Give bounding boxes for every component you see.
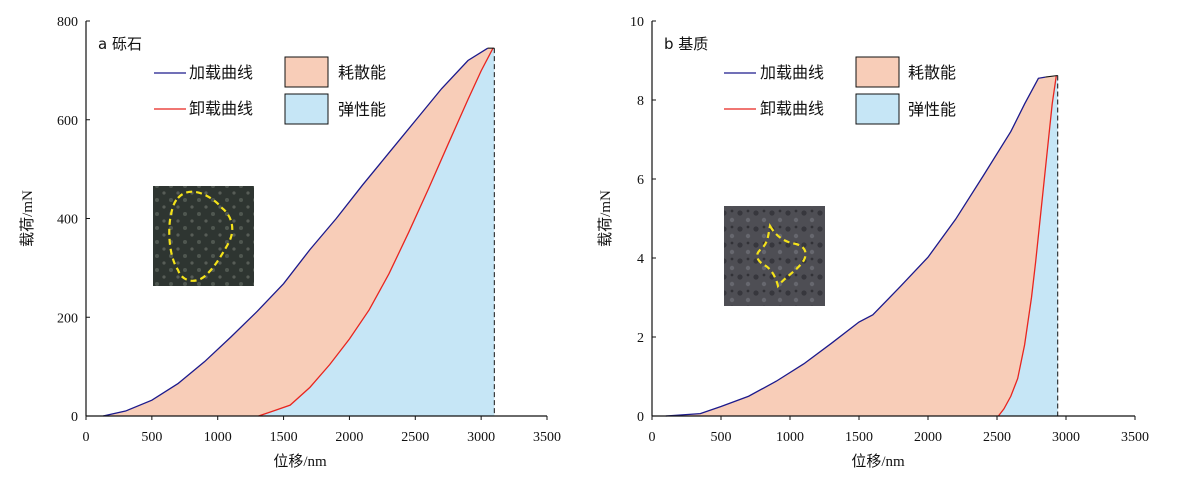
plot-area-b: 0 500 1000 1500 2000 2500 3000 3500 0 2 4 6 8 10 位移/nm…	[597, 15, 1149, 470]
legend-label-unloading-b: 卸载曲线	[760, 99, 824, 118]
y-tick-label: 2	[637, 331, 644, 346]
region-elastic-energy	[258, 48, 495, 416]
x-tick-label: 3000	[1052, 430, 1080, 445]
chart-panel-a: 0 500 1000 1500 2000 2500 3000 3500 0 200 400 600 80…	[19, 15, 561, 470]
region-dissipated-energy	[103, 48, 493, 416]
y-tick-label: 800	[57, 15, 78, 30]
chart-panel-b: 0 500 1000 1500 2000 2500 3000 3500 0 2 4 6 8 10 位移/nm…	[597, 15, 1149, 470]
legend-a: 加载曲线 卸载曲线 耗散能 弹性能	[154, 56, 386, 125]
legend-label-elastic-a: 弹性能	[338, 100, 386, 119]
x-tick-label: 500	[711, 430, 732, 445]
inset-photo-b-texture	[724, 206, 825, 306]
y-tick-label: 400	[57, 213, 78, 228]
legend-swatch-elastic-b	[855, 93, 900, 125]
y-tick-label: 4	[637, 252, 644, 267]
unloading-curve	[258, 47, 494, 417]
x-tick-label: 3500	[533, 430, 561, 445]
x-tick-label: 1500	[845, 430, 873, 445]
x-tick-label: 2000	[335, 430, 363, 445]
legend-label-unloading-a: 卸载曲线	[189, 99, 253, 118]
unloading-curve	[997, 75, 1057, 417]
legend-label-dissipated-a: 耗散能	[338, 63, 386, 82]
legend-b: 加载曲线 卸载曲线 耗散能 弹性能	[724, 56, 956, 125]
x-tick-label: 0	[649, 430, 656, 445]
loading-curve	[102, 47, 489, 417]
y-tick-label: 0	[637, 410, 644, 425]
plot-area-a: 0 500 1000 1500 2000 2500 3000 3500 0 200 400 600 80…	[19, 15, 561, 470]
x-axis-title: 位移/nm	[851, 453, 905, 470]
x-tick-label: 3000	[467, 430, 495, 445]
y-axis-title: 载荷/mN	[597, 190, 614, 247]
legend-label-loading-a: 加载曲线	[189, 63, 253, 82]
region-dissipated-energy	[665, 75, 1057, 416]
legend-swatch-dissipated-a	[284, 56, 329, 88]
y-tick-label: 8	[637, 94, 644, 109]
y-tick-label: 6	[637, 173, 644, 188]
legend-label-dissipated-b: 耗散能	[908, 63, 956, 82]
y-tick-label: 0	[71, 410, 78, 425]
x-tick-label: 2500	[401, 430, 429, 445]
peak-hold-segment	[1045, 74, 1058, 78]
y-tick-label: 10	[630, 15, 644, 30]
y-tick-label: 200	[57, 311, 78, 326]
inset-photo-a-texture	[153, 186, 254, 286]
loading-curve	[665, 76, 1046, 417]
region-elastic-energy	[998, 75, 1058, 416]
x-tick-label: 1000	[204, 430, 232, 445]
y-tick-label: 600	[57, 114, 78, 129]
legend-swatch-elastic-a	[284, 93, 329, 125]
panel-label-a: a 砾石	[98, 35, 142, 53]
panel-label-b: b 基质	[664, 35, 708, 53]
x-tick-label: 3500	[1121, 430, 1149, 445]
x-tick-label: 1500	[270, 430, 298, 445]
x-tick-label: 500	[141, 430, 162, 445]
legend-label-elastic-b: 弹性能	[908, 100, 956, 119]
legend-label-loading-b: 加载曲线	[760, 63, 824, 82]
y-axis-title: 载荷/mN	[19, 190, 36, 247]
x-tick-label: 2500	[983, 430, 1011, 445]
inset-outline-b	[756, 222, 807, 289]
x-tick-label: 1000	[776, 430, 804, 445]
legend-swatch-dissipated-b	[855, 56, 900, 88]
x-tick-label: 0	[83, 430, 90, 445]
inset-outline-a	[168, 190, 234, 282]
x-tick-label: 2000	[914, 430, 942, 445]
x-axis-title: 位移/nm	[273, 453, 327, 470]
